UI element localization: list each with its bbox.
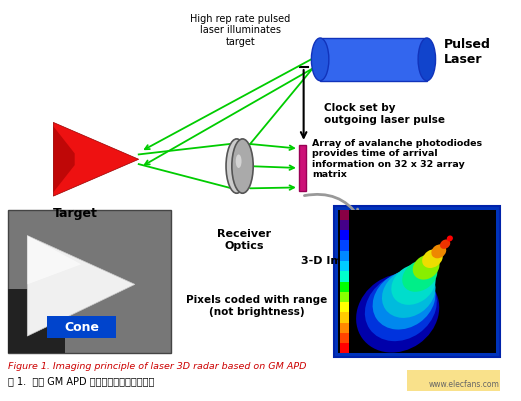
- Bar: [341, 343, 349, 353]
- Ellipse shape: [226, 139, 247, 193]
- Polygon shape: [53, 126, 75, 192]
- Bar: [8, 210, 171, 353]
- Text: 3-D Image: 3-D Image: [301, 256, 365, 266]
- Text: Pixels coded with range
(not brightness): Pixels coded with range (not brightness): [187, 295, 328, 317]
- Ellipse shape: [235, 154, 242, 168]
- Bar: [8, 289, 65, 353]
- Text: Figure 1. Imaging principle of laser 3D radar based on GM APD: Figure 1. Imaging principle of laser 3D …: [8, 362, 306, 371]
- Bar: [341, 292, 349, 302]
- Ellipse shape: [365, 273, 437, 341]
- Text: Array of avalanche photodiodes
provides time of arrival
information on 32 x 32 a: Array of avalanche photodiodes provides …: [313, 139, 482, 179]
- Ellipse shape: [422, 249, 443, 268]
- Bar: [341, 302, 349, 312]
- Ellipse shape: [447, 235, 453, 241]
- Ellipse shape: [402, 260, 438, 292]
- Text: www.elecfans.com: www.elecfans.com: [429, 380, 500, 389]
- Text: Clock set by
outgoing laser pulse: Clock set by outgoing laser pulse: [324, 103, 445, 125]
- Bar: [341, 261, 349, 271]
- Ellipse shape: [356, 273, 439, 352]
- Bar: [341, 251, 349, 261]
- Ellipse shape: [373, 271, 436, 330]
- Bar: [46, 316, 116, 338]
- Ellipse shape: [312, 38, 329, 81]
- Polygon shape: [27, 235, 81, 284]
- Polygon shape: [27, 235, 135, 336]
- Text: Target: Target: [53, 207, 98, 220]
- Bar: [320, 38, 427, 81]
- Text: 图 1.  基于 GM APD 的激光三维雷达成像原理: 图 1. 基于 GM APD 的激光三维雷达成像原理: [8, 377, 154, 387]
- Bar: [341, 210, 349, 220]
- Text: Receiver
Optics: Receiver Optics: [217, 229, 271, 251]
- Ellipse shape: [391, 264, 436, 305]
- Ellipse shape: [440, 239, 450, 249]
- Bar: [341, 312, 349, 322]
- Text: Cone: Cone: [64, 320, 99, 334]
- Bar: [341, 220, 349, 230]
- Ellipse shape: [382, 268, 436, 318]
- Bar: [334, 206, 500, 357]
- Ellipse shape: [431, 244, 446, 258]
- Bar: [407, 370, 500, 391]
- Ellipse shape: [413, 255, 440, 279]
- Bar: [341, 282, 349, 292]
- Text: High rep rate pulsed
laser illuminates
target: High rep rate pulsed laser illuminates t…: [191, 14, 291, 47]
- Text: Pulsed
Laser: Pulsed Laser: [444, 38, 491, 66]
- Polygon shape: [53, 122, 139, 196]
- Ellipse shape: [232, 139, 253, 193]
- Bar: [299, 145, 306, 191]
- Bar: [341, 333, 349, 343]
- Bar: [338, 210, 495, 353]
- Bar: [341, 322, 349, 333]
- Bar: [341, 230, 349, 241]
- Ellipse shape: [418, 38, 436, 81]
- Bar: [341, 271, 349, 282]
- Bar: [341, 241, 349, 251]
